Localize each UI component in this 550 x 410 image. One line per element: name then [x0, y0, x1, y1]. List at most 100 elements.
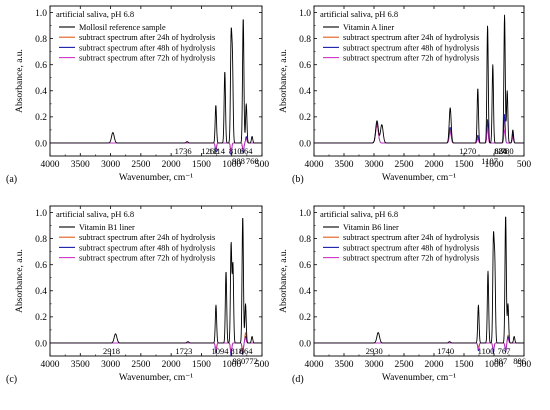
y-tick-label: 1.0 [299, 209, 311, 219]
chart-panel-1: 4000 3500 3000 2500 2000 1500 1000 500 0.0 0.2 0.4… [6, 5, 270, 185]
y-tick-label: 0.8 [299, 235, 311, 245]
legend-entry: subtract spectrum after 48h of hydrolysi… [79, 243, 215, 252]
y-tick-label: 0.6 [35, 261, 47, 271]
legend-entry: Vitamin A liner [343, 23, 394, 32]
condition-label: artificial saliva, pH 6.8 [56, 209, 134, 219]
x-tick-label: 2000 [425, 360, 444, 370]
peak-label: 686 [494, 146, 507, 156]
series-line-3 [313, 113, 525, 144]
peak-label: 987 [494, 356, 507, 366]
x-tick-label: 3000 [101, 160, 120, 170]
peak-label: 664 [240, 146, 254, 156]
legend-entry: subtract spectrum after 72h of hydrolysi… [79, 54, 215, 63]
peak-label: 760 [246, 156, 259, 166]
y-axis-title: Absorbance, a.u. [279, 49, 289, 113]
peak-label: 824 [494, 146, 508, 156]
panel-letter: (d) [292, 374, 304, 385]
x-axis-title: Wavenumber, cm⁻¹ [119, 373, 193, 383]
series-line-4 [313, 124, 525, 144]
y-tick-label: 0.0 [35, 139, 47, 149]
peak-label: 1094 [212, 346, 230, 356]
x-tick-label: 2000 [162, 360, 181, 370]
y-tick-label: 0.2 [299, 113, 311, 123]
y-tick-label: 0.8 [35, 35, 47, 45]
x-tick-label: 2500 [131, 360, 150, 370]
legend-entry: subtract spectrum after 72h of hydrolysi… [343, 254, 479, 263]
y-tick-label: 0.4 [35, 87, 47, 97]
peak-label: 1736 [175, 146, 192, 156]
x-tick-label: 1500 [455, 360, 474, 370]
x-tick-label: 500 [517, 360, 532, 370]
x-tick-label: 2500 [395, 160, 414, 170]
y-axis-title: Absorbance, a.u. [279, 249, 289, 313]
condition-label: artificial saliva, pH 6.8 [56, 9, 134, 19]
legend-entry: Vitamin B1 liner [79, 223, 135, 232]
x-tick-label: 3500 [71, 160, 90, 170]
legend-entry: subtract spectrum after 48h of hydrolysi… [343, 243, 479, 252]
x-tick-label: 2000 [425, 160, 444, 170]
chart-panel-3: 4000 3500 3000 2500 2000 1500 1000 500 0.0 0.2 0.4… [6, 205, 269, 385]
y-tick-label: 0.0 [299, 339, 311, 349]
legend-entry: subtract spectrum after 72h of hydrolysi… [343, 54, 479, 63]
y-tick-label: 0.0 [35, 339, 47, 349]
y-tick-label: 0.2 [299, 313, 311, 323]
x-tick-label: 4000 [305, 360, 324, 370]
x-tick-label: 500 [255, 160, 270, 170]
peak-label: 1262 [201, 146, 218, 156]
y-tick-label: 0.6 [299, 261, 311, 271]
y-tick-label: 0.4 [35, 287, 47, 297]
y-tick-label: 0.8 [299, 35, 311, 45]
x-tick-label: 3500 [71, 360, 90, 370]
legend-entry: subtract spectrum after 72h of hydrolysi… [79, 254, 215, 263]
legend-entry: Mollosil reference sample [79, 23, 166, 32]
peak-label: 664 [240, 346, 254, 356]
x-tick-label: 3000 [365, 160, 384, 170]
peak-label: 780 [501, 146, 514, 156]
x-axis-title: Wavenumber, cm⁻¹ [382, 373, 456, 383]
peak-label: 1270 [459, 146, 476, 156]
chart-panel-2: 4000 3500 3000 2500 2000 1500 1000 500 0.0 0.2 0.4… [279, 5, 532, 185]
series-line-1 [313, 216, 525, 344]
chart-panel-4: 4000 3500 3000 2500 2000 1500 1000 500 0.0 0.2 0.4… [279, 205, 532, 385]
peak-label: 806 [513, 356, 526, 366]
x-tick-label: 1500 [455, 160, 474, 170]
legend-entry: Vitamin B6 liner [343, 223, 399, 232]
y-axis-title: Absorbance, a.u. [15, 249, 25, 313]
y-tick-label: 0.8 [35, 235, 47, 245]
peak-label: 1114 [209, 146, 226, 156]
peak-label: 810 [229, 146, 242, 156]
peak-label: 2930 [366, 346, 383, 356]
legend-entry: subtract spectrum after 24h of hydrolysi… [343, 233, 479, 242]
peak-label: 2918 [103, 346, 120, 356]
x-tick-label: 3500 [335, 160, 354, 170]
x-tick-label: 3000 [365, 360, 384, 370]
condition-label: artificial saliva, pH 6.8 [320, 209, 398, 219]
peak-label: 1740 [437, 346, 454, 356]
peak-label: 1107 [481, 156, 498, 166]
y-tick-label: 1.0 [35, 9, 47, 19]
y-axis-title: Absorbance, a.u. [15, 49, 25, 113]
condition-label: artificial saliva, pH 6.8 [320, 9, 398, 19]
x-tick-label: 1000 [222, 160, 241, 170]
x-tick-label: 4000 [41, 160, 60, 170]
series-line-2 [313, 116, 525, 144]
legend-entry: subtract spectrum after 48h of hydrolysi… [79, 43, 215, 52]
x-tick-label: 3000 [101, 360, 120, 370]
peak-label: 1100 [478, 346, 495, 356]
y-tick-label: 0.4 [299, 287, 311, 297]
series-line-1 [49, 19, 263, 144]
x-tick-label: 3500 [335, 360, 354, 370]
x-axis-title: Wavenumber, cm⁻¹ [382, 173, 456, 183]
legend-entry: subtract spectrum after 24h of hydrolysi… [343, 33, 479, 42]
peak-label: 988 [232, 156, 245, 166]
legend-entry: subtract spectrum after 48h of hydrolysi… [343, 43, 479, 52]
x-tick-label: 1000 [485, 360, 504, 370]
x-tick-label: 1000 [222, 360, 241, 370]
y-tick-label: 0.2 [35, 313, 47, 323]
x-tick-label: 500 [517, 160, 532, 170]
x-tick-label: 2000 [162, 160, 181, 170]
series-line-1 [49, 218, 263, 344]
y-tick-label: 1.0 [35, 209, 47, 219]
y-tick-label: 0.2 [35, 113, 47, 123]
x-axis-title: Wavenumber, cm⁻¹ [119, 173, 193, 183]
